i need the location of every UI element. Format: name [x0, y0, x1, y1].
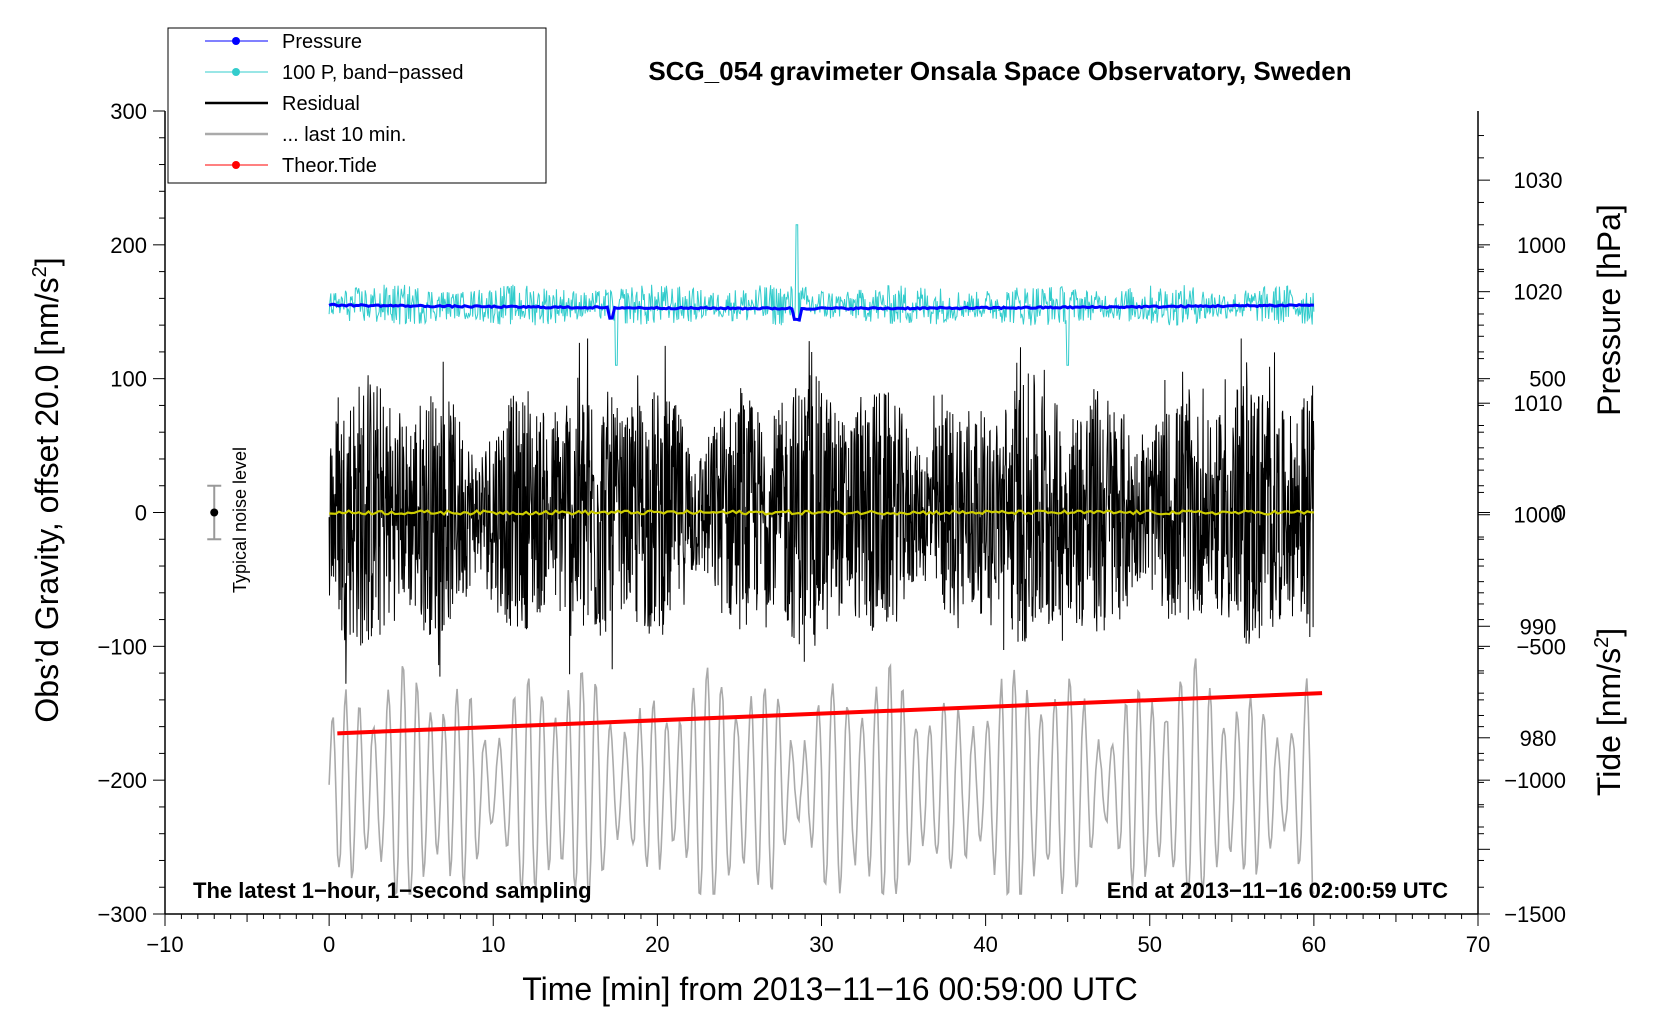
x-tick-label: 70: [1466, 932, 1490, 957]
y-axis-title-gravity: Obs’d Gravity, offset 20.0 [nm/s2]: [29, 257, 65, 722]
legend-label: 100 P, band−passed: [282, 62, 463, 84]
noise-level-indicator: Typical noise level: [207, 447, 250, 593]
y-axis-title-pressure: Pressure [hPa]: [1591, 204, 1627, 416]
pressure-tick-label: 1030: [1514, 168, 1563, 193]
series-last-10-min: [328, 658, 1315, 897]
legend-marker: [232, 161, 240, 169]
x-tick-label: 30: [809, 932, 833, 957]
axes-layer: −10 0 10 20 30 40 50 60 703002001000−100−200−300…: [97, 99, 1566, 957]
series-pressure: [328, 302, 1315, 322]
series-layer: [328, 224, 1323, 897]
noise-level-dot: [210, 508, 219, 517]
y-axis-title-gravity-end: ]: [29, 257, 65, 266]
y-tick-label: −300: [97, 902, 147, 927]
tide-tick-label: 1000: [1517, 233, 1566, 258]
y-tick-label: 200: [110, 233, 147, 258]
tide-tick-label: −1500: [1504, 902, 1566, 927]
legend-label: Residual: [282, 93, 360, 115]
x-tick-label: 50: [1138, 932, 1162, 957]
y-axis-title-tide-main: Tide [nm/s: [1591, 648, 1627, 796]
series-residual-smoothed: [329, 509, 1314, 516]
y-tick-label: 0: [135, 501, 147, 526]
y-axis-title-tide-end: ]: [1591, 628, 1627, 637]
x-tick-label: 60: [1302, 932, 1326, 957]
pressure-tick-label: 980: [1520, 726, 1557, 751]
chart-title: SCG_054 gravimeter Onsala Space Observat…: [648, 56, 1351, 86]
legend-label: Theor.Tide: [282, 155, 377, 177]
y-axis-title-tide: Tide [nm/s2]: [1591, 628, 1627, 796]
x-tick-label: 40: [973, 932, 997, 957]
y-tick-label: 100: [110, 367, 147, 392]
tide-tick-label: 500: [1529, 367, 1566, 392]
legend-label: Pressure: [282, 31, 362, 53]
noise-level-label: Typical noise level: [230, 447, 250, 593]
legend: Pressure 100 P, band−passed Residual ... la…: [167, 27, 547, 184]
y-axis-title-gravity-sup: 2: [29, 266, 51, 277]
y-axis-title-gravity-main: Obs’d Gravity, offset 20.0 [nm/s: [29, 277, 65, 722]
tide-tick-label: 0: [1554, 501, 1566, 526]
note-end-time: End at 2013−11−16 02:00:59 UTC: [1107, 878, 1448, 903]
y-tick-label: −200: [97, 768, 147, 793]
x-tick-label: 10: [481, 932, 505, 957]
y-tick-label: 300: [110, 99, 147, 124]
series-residual: [328, 338, 1315, 684]
legend-marker: [232, 68, 240, 76]
x-axis-title: Time [min] from 2013−11−16 00:59:00 UTC: [522, 971, 1137, 1007]
pressure-tick-label: 1020: [1514, 280, 1563, 305]
legend-box: [167, 27, 547, 184]
series-theor-tide: [337, 691, 1323, 736]
tide-tick-label: −1000: [1504, 768, 1566, 793]
x-tick-label: 20: [645, 932, 669, 957]
x-tick-label: −10: [146, 932, 183, 957]
pressure-tick-label: 1010: [1514, 391, 1563, 416]
y-tick-label: −100: [97, 634, 147, 659]
pressure-tick-label: 1000: [1514, 503, 1563, 528]
legend-marker: [232, 37, 240, 45]
tide-tick-label: −500: [1516, 634, 1566, 659]
note-latest-hour: The latest 1−hour, 1−second sampling: [193, 878, 592, 903]
legend-label: ... last 10 min.: [282, 124, 407, 146]
pressure-tick-label: 990: [1520, 614, 1557, 639]
legend-items: Pressure 100 P, band−passed Residual ... la…: [205, 31, 463, 177]
y-axis-title-tide-sup: 2: [1591, 637, 1613, 648]
x-tick-label: 0: [323, 932, 335, 957]
